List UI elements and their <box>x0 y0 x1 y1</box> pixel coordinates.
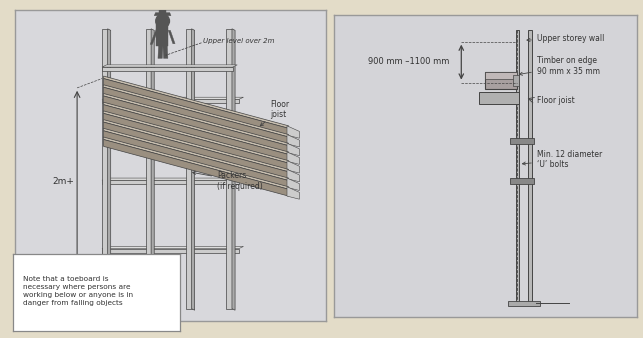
Text: Upper storey wall: Upper storey wall <box>527 34 604 43</box>
Bar <box>226 29 232 309</box>
Bar <box>159 6 166 13</box>
Bar <box>102 99 239 103</box>
Circle shape <box>156 14 170 28</box>
Bar <box>516 30 520 301</box>
Polygon shape <box>151 29 154 310</box>
Polygon shape <box>104 128 289 180</box>
Polygon shape <box>154 13 171 16</box>
Bar <box>508 301 540 306</box>
Polygon shape <box>104 85 289 137</box>
Polygon shape <box>287 126 300 138</box>
Polygon shape <box>104 131 289 187</box>
Polygon shape <box>287 135 300 147</box>
Polygon shape <box>104 111 289 163</box>
Text: Floor joist: Floor joist <box>537 96 575 105</box>
Polygon shape <box>287 169 300 182</box>
Polygon shape <box>287 143 300 156</box>
Polygon shape <box>163 46 168 58</box>
Text: Upper level over 2m: Upper level over 2m <box>203 38 275 44</box>
Text: 900 mm –1100 mm: 900 mm –1100 mm <box>368 57 449 66</box>
Polygon shape <box>104 140 289 196</box>
Polygon shape <box>104 105 289 161</box>
Text: Min. 12 diameter
‘U’ bolts: Min. 12 diameter ‘U’ bolts <box>522 150 602 169</box>
Bar <box>529 30 532 301</box>
Polygon shape <box>104 78 289 135</box>
Polygon shape <box>150 29 159 44</box>
Text: 2m+: 2m+ <box>52 177 74 186</box>
Polygon shape <box>107 29 111 310</box>
Bar <box>485 72 517 89</box>
Polygon shape <box>232 29 235 310</box>
Bar <box>145 29 151 309</box>
Bar <box>102 249 239 253</box>
Bar <box>186 29 192 309</box>
Polygon shape <box>104 94 289 146</box>
Text: Note that a toeboard is
necessary where persons are
working below or anyone is i: Note that a toeboard is necessary where … <box>23 276 133 306</box>
Polygon shape <box>287 152 300 164</box>
Polygon shape <box>104 96 289 152</box>
Polygon shape <box>287 178 300 191</box>
Polygon shape <box>102 178 244 180</box>
Polygon shape <box>104 113 289 170</box>
Polygon shape <box>287 187 300 199</box>
Bar <box>102 67 233 71</box>
Text: Floor
joist: Floor joist <box>260 100 289 126</box>
Bar <box>102 180 239 184</box>
Polygon shape <box>104 87 289 144</box>
Polygon shape <box>104 102 289 154</box>
Polygon shape <box>104 137 289 189</box>
Text: Packers
(if required): Packers (if required) <box>193 171 263 191</box>
Polygon shape <box>104 76 289 128</box>
Bar <box>102 29 107 309</box>
Polygon shape <box>104 120 289 172</box>
Bar <box>511 139 534 144</box>
Polygon shape <box>102 97 244 99</box>
Polygon shape <box>102 246 244 249</box>
Polygon shape <box>287 161 300 173</box>
Text: Timber on edge
90 mm x 35 mm: Timber on edge 90 mm x 35 mm <box>520 56 600 76</box>
Polygon shape <box>168 30 175 44</box>
Bar <box>480 92 519 104</box>
Bar <box>485 72 517 79</box>
Polygon shape <box>192 29 195 310</box>
Bar <box>513 75 519 86</box>
Bar <box>511 178 534 184</box>
Polygon shape <box>102 65 237 67</box>
Polygon shape <box>104 122 289 179</box>
Bar <box>156 22 168 46</box>
Polygon shape <box>158 46 163 58</box>
